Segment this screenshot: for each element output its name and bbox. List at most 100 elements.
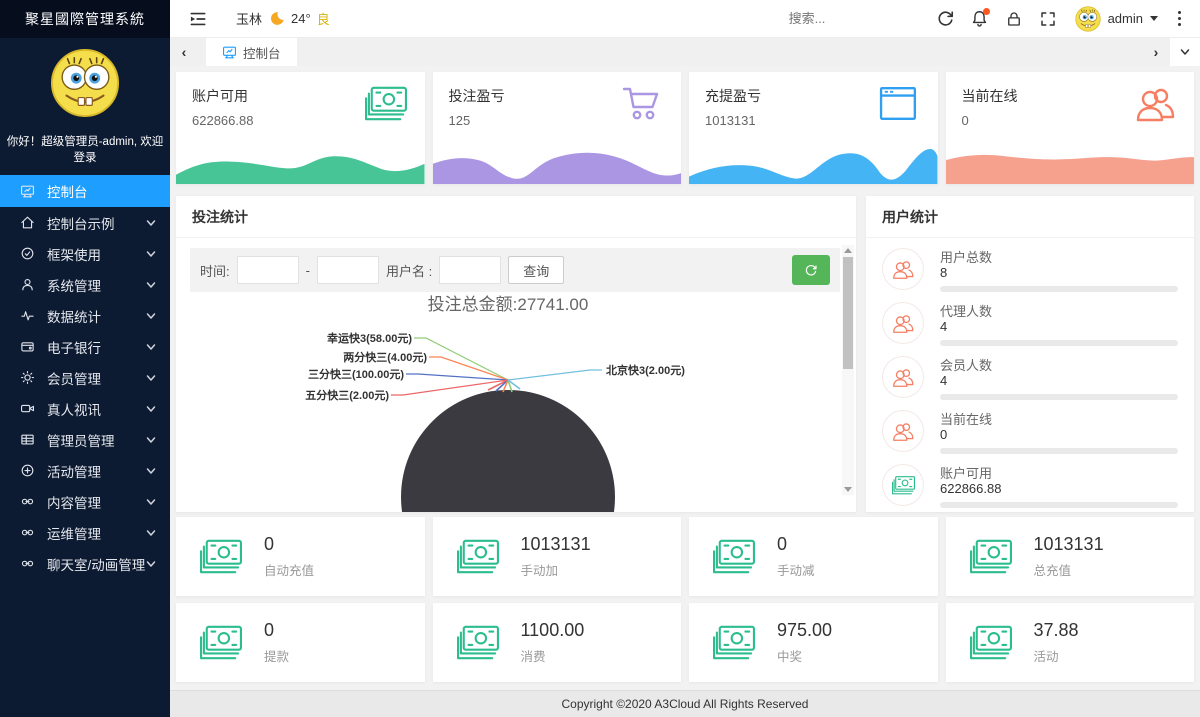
tab-dashboard[interactable]: 控制台 xyxy=(206,38,297,66)
refresh-button[interactable] xyxy=(929,0,963,38)
plus-circle-icon xyxy=(21,464,34,477)
ok-circle-icon xyxy=(21,247,34,260)
money-icon xyxy=(363,85,409,123)
wave-chart xyxy=(176,156,425,184)
tabbar: ‹ 控制台 › xyxy=(170,38,1200,66)
menu-collapse-icon[interactable] xyxy=(188,9,208,29)
pie-label-beijing: 北京快3(2.00元) xyxy=(606,363,685,377)
row-value: 4 xyxy=(940,373,948,388)
scrollbar-thumb[interactable] xyxy=(843,257,853,369)
user-stat-row-online: 当前在线 0 xyxy=(882,406,1178,460)
row-label: 会员人数 xyxy=(940,358,993,373)
chevron-down-icon xyxy=(146,311,156,321)
weather-widget: 玉林 24° 良 xyxy=(236,9,330,28)
sidebar-item-label: 内容管理 xyxy=(47,495,101,511)
username-input[interactable] xyxy=(439,256,502,284)
pie-label-xingyun: 幸运快3(58.00元) xyxy=(327,331,412,345)
sidebar-item-framework[interactable]: 框架使用 xyxy=(0,238,170,269)
row-label: 用户总数 xyxy=(940,250,993,265)
sidebar-item-label: 控制台示例 xyxy=(47,216,115,232)
stat-title: 投注盈亏 xyxy=(448,88,505,104)
chevron-down-icon xyxy=(146,466,156,476)
sidebar-item-statistics[interactable]: 数据统计 xyxy=(0,300,170,331)
summary-label: 中奖 xyxy=(777,650,803,664)
summary-card-manual-add: 1013131 手动加 xyxy=(432,517,681,596)
pie-slice-sanfen xyxy=(495,379,509,392)
summary-card-withdrawal: 0 提款 xyxy=(176,603,425,682)
money-icon xyxy=(891,475,916,496)
summary-label: 总充值 xyxy=(1033,564,1072,578)
lock-screen-button[interactable] xyxy=(997,0,1031,38)
sidebar-item-content[interactable]: 内容管理 xyxy=(0,486,170,517)
sidebar-item-members[interactable]: 会员管理 xyxy=(0,362,170,393)
tabs-scroll-right-button[interactable]: › xyxy=(1153,44,1159,60)
summary-card-winnings: 975.00 中奖 xyxy=(689,603,938,682)
summary-card-total-recharge: 1013131 总充值 xyxy=(945,517,1194,596)
money-icon xyxy=(711,538,757,576)
panel-refresh-button[interactable] xyxy=(792,255,830,285)
panels-row: 投注统计 时间: - 用户名 : 查询 投注总金额:27741.00 xyxy=(176,196,1194,512)
sidebar-item-dashboard[interactable]: 控制台 xyxy=(0,175,170,207)
pie-slice-wufen xyxy=(487,379,509,391)
stat-value: 0 xyxy=(961,113,969,128)
stat-cards-row: 账户可用 622866.88 投注盈亏 125 充提盈亏 1013131 当前在… xyxy=(176,72,1194,184)
wave-chart xyxy=(689,149,938,184)
fullscreen-button[interactable] xyxy=(1031,0,1065,38)
user-stat-row-total-users: 用户总数 8 xyxy=(882,244,1178,298)
stat-card-bet-pnl: 投注盈亏 125 xyxy=(432,72,681,184)
sidebar-item-dashboard-demo[interactable]: 控制台示例 xyxy=(0,207,170,238)
notifications-button[interactable] xyxy=(963,0,997,38)
user-menu[interactable]: admin xyxy=(1075,6,1158,32)
pie-leader-line xyxy=(507,369,602,381)
user-stat-row-agents: 代理人数 4 xyxy=(882,298,1178,352)
sidebar-item-label: 框架使用 xyxy=(47,247,101,263)
pie-slice-beijing xyxy=(507,379,521,390)
refresh-icon xyxy=(938,11,954,26)
search-input[interactable] xyxy=(788,11,929,26)
summary-label: 自动充值 xyxy=(264,564,315,578)
fullscreen-icon xyxy=(1040,11,1055,26)
summary-cards-row-2: 0 提款 1100.00 消费 975.00 中奖 37.88 活动 xyxy=(176,603,1194,682)
time-end-input[interactable] xyxy=(316,256,379,284)
panel-scrollbar[interactable] xyxy=(842,245,854,495)
pulse-icon xyxy=(21,311,34,321)
sidebar-item-admins[interactable]: 管理员管理 xyxy=(0,424,170,455)
sidebar-item-label: 活动管理 xyxy=(47,464,101,480)
chevron-down-icon xyxy=(146,404,156,414)
summary-card-activity: 37.88 活动 xyxy=(945,603,1194,682)
pie-leader-line xyxy=(391,379,509,396)
cart-icon xyxy=(622,87,659,120)
sidebar-item-label: 聊天室/动画管理 xyxy=(47,557,146,573)
query-button[interactable]: 查询 xyxy=(508,256,565,284)
scroll-up-arrow[interactable] xyxy=(844,248,852,253)
link-icon xyxy=(20,494,35,509)
sidebar-item-ebank[interactable]: 电子银行 xyxy=(0,331,170,362)
time-start-input[interactable] xyxy=(236,256,299,284)
sidebar-item-system[interactable]: 系统管理 xyxy=(0,269,170,300)
more-options-button[interactable] xyxy=(1170,11,1188,26)
stat-title: 当前在线 xyxy=(961,88,1018,104)
pie-slice-liangfen xyxy=(502,379,509,393)
money-icon xyxy=(455,538,501,576)
money-icon xyxy=(455,624,501,662)
tabs-menu-button[interactable] xyxy=(1170,38,1200,66)
sidebar-item-live-video[interactable]: 真人视讯 xyxy=(0,393,170,424)
summary-label: 提款 xyxy=(264,650,290,664)
pie-leader-line xyxy=(414,337,509,381)
stat-card-balance: 账户可用 622866.88 xyxy=(176,72,425,184)
gear-icon xyxy=(21,371,34,384)
money-icon xyxy=(968,538,1014,576)
sidebar-item-ops[interactable]: 运维管理 xyxy=(0,517,170,548)
pie-leader-line xyxy=(406,373,509,381)
money-icon xyxy=(968,624,1014,662)
caret-down-icon xyxy=(1150,16,1158,21)
sidebar-item-chatroom[interactable]: 聊天室/动画管理 xyxy=(0,548,170,579)
tabs-scroll-left-button[interactable]: ‹ xyxy=(181,44,187,60)
stat-title: 充提盈亏 xyxy=(705,88,761,104)
monitor-icon xyxy=(20,184,35,199)
pie-slice-xingyun xyxy=(507,379,513,393)
sidebar-item-activities[interactable]: 活动管理 xyxy=(0,455,170,486)
sidebar-avatar xyxy=(0,38,170,123)
wallet-icon xyxy=(21,342,34,352)
scroll-down-arrow[interactable] xyxy=(844,487,852,492)
